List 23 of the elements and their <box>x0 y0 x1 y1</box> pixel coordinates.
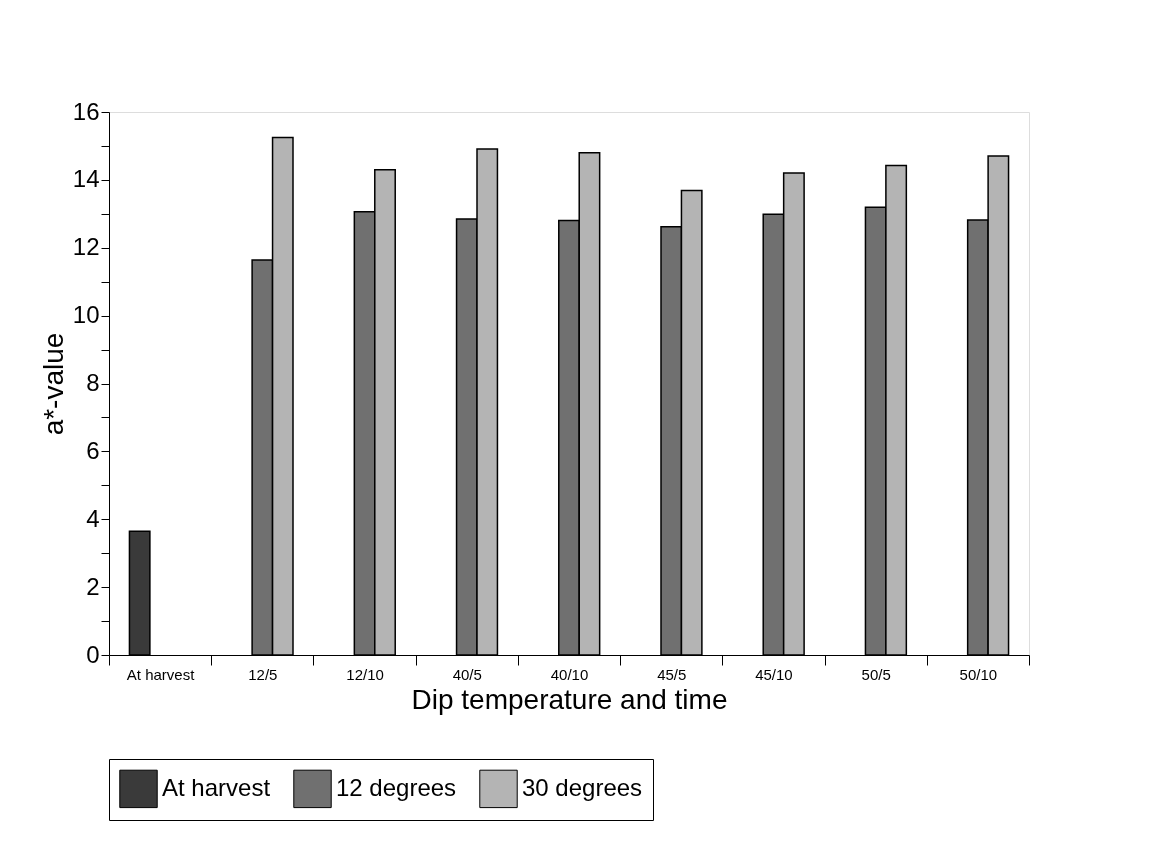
x-axis-title: Dip temperature and time <box>411 683 728 715</box>
x-tick-label: 12/10 <box>346 665 384 683</box>
legend-label: At harvest <box>162 773 271 801</box>
y-tick-label: 16 <box>72 97 100 125</box>
x-tick-label: 40/5 <box>452 665 482 683</box>
y-tick-label: 10 <box>72 301 100 329</box>
y-tick-label: 12 <box>72 233 100 261</box>
x-tick-label: 45/10 <box>755 665 793 683</box>
x-tick-label: At harvest <box>126 665 196 683</box>
legend-label: 12 degrees <box>336 773 457 801</box>
y-tick-label: 0 <box>86 640 100 668</box>
x-tick-label: 50/10 <box>959 665 998 683</box>
y-tick-label: 14 <box>72 165 100 193</box>
legend-label: 30 degrees <box>522 773 643 801</box>
x-tick-label: 40/10 <box>550 665 589 683</box>
y-tick-label: 2 <box>86 572 100 600</box>
x-tick-label: 45/5 <box>657 665 687 683</box>
y-tick-label: 6 <box>86 436 100 464</box>
x-tick-label: 50/5 <box>861 665 891 683</box>
y-tick-label: 4 <box>86 504 100 532</box>
y-axis-title: a*-value <box>37 332 69 436</box>
x-tick-label: 12/5 <box>248 665 278 683</box>
y-tick-label: 8 <box>86 369 100 396</box>
